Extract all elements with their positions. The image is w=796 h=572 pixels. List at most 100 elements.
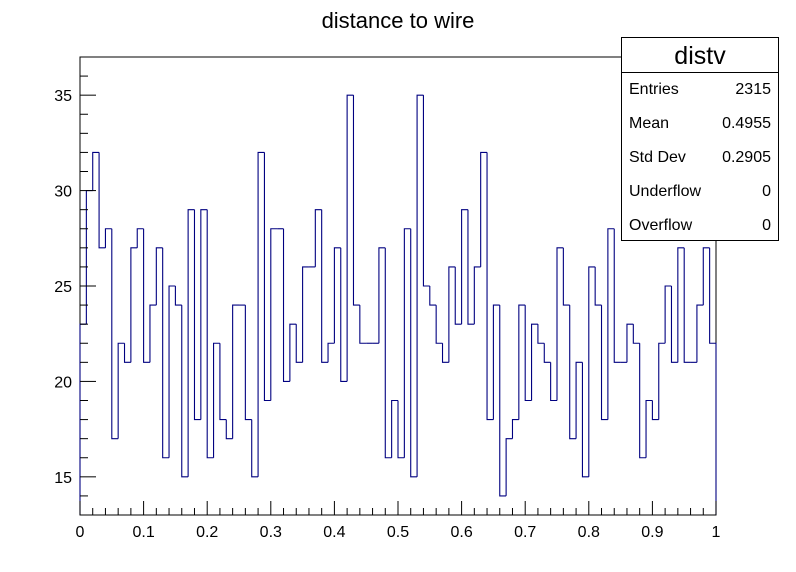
histogram-bar: [664, 285, 672, 344]
histogram-bar: [645, 399, 653, 458]
histogram-bar: [289, 323, 297, 382]
x-tick-label: 0: [76, 524, 85, 541]
histogram-bar: [473, 266, 481, 325]
histogram-bar: [104, 228, 112, 248]
x-tick-label: 0.4: [323, 524, 345, 541]
histogram-bar: [575, 361, 583, 439]
histogram-bar: [174, 286, 182, 306]
x-tick-label: 0.5: [387, 524, 409, 541]
histogram-bar: [416, 94, 424, 477]
histogram-bar: [92, 151, 100, 191]
histogram-bar: [378, 247, 386, 344]
histogram-bar: [441, 343, 449, 363]
histogram-bar: [295, 324, 303, 363]
histogram-bar: [524, 305, 532, 402]
histogram-bar: [232, 304, 239, 439]
x-tick-label: 0.9: [641, 524, 663, 541]
histogram-bar: [302, 266, 309, 363]
x-tick-label: 0.7: [514, 524, 536, 541]
histogram-bar: [702, 247, 710, 306]
stats-row-mean: Mean 0.4955: [622, 107, 778, 141]
histogram-bar: [282, 228, 290, 382]
y-tick-label: 20: [54, 374, 72, 391]
histogram-bar: [505, 438, 513, 496]
histogram-bar: [499, 305, 507, 497]
histogram-bar: [613, 228, 621, 363]
histogram-bar: [429, 286, 437, 306]
histogram-bar: [251, 419, 259, 478]
histogram-bar: [467, 209, 475, 325]
histogram-bar: [263, 152, 271, 402]
stats-label: Underflow: [629, 183, 702, 200]
histogram-bar: [98, 152, 106, 249]
histogram-bar: [531, 323, 538, 401]
histogram-bar: [670, 286, 678, 363]
histogram-bar: [130, 247, 138, 363]
histogram-bar: [225, 419, 233, 440]
histogram-bar: [206, 209, 214, 459]
histogram-bar: [651, 400, 659, 421]
histogram-bar: [696, 304, 704, 363]
histogram-bar: [607, 228, 615, 420]
histogram-bar: [543, 343, 551, 363]
histogram-bar: [632, 324, 640, 344]
y-tick-label: 25: [54, 279, 72, 296]
histogram-bar: [270, 228, 278, 401]
x-tick-label: 0.8: [578, 524, 600, 541]
histogram-bar: [117, 342, 125, 439]
histogram-bar: [162, 247, 170, 459]
stats-value: 0.4955: [722, 115, 771, 132]
x-tick-label: 0.3: [260, 524, 282, 541]
histogram-bar: [480, 151, 488, 267]
histogram-bar: [658, 342, 666, 420]
histogram-bar: [397, 400, 405, 459]
histogram-bar: [85, 190, 93, 325]
histogram-bar: [454, 266, 462, 325]
chart-title: distance to wire: [321, 8, 475, 33]
histogram-bar: [683, 247, 691, 363]
stats-row-overflow: Overflow 0: [622, 209, 778, 243]
histogram-bar: [562, 247, 570, 306]
histogram-bar: [448, 266, 456, 363]
histogram-bar: [391, 399, 398, 458]
histogram-bar: [333, 247, 341, 344]
histogram-bar: [600, 305, 608, 421]
histogram-bar: [340, 247, 348, 382]
histogram-bar: [321, 209, 329, 363]
histogram-bar: [537, 324, 545, 344]
histogram-bar: [550, 362, 557, 402]
stats-label: Entries: [629, 81, 679, 98]
histogram-bar: [492, 304, 500, 420]
histogram-bar: [486, 152, 494, 421]
histogram-bar: [461, 209, 468, 325]
histogram-bar: [626, 323, 634, 363]
histogram-bar: [422, 95, 430, 287]
stats-label: Overflow: [629, 217, 693, 234]
histogram-bar: [257, 151, 265, 477]
stats-value: 0.2905: [722, 149, 771, 166]
histogram-bar: [168, 285, 176, 458]
y-tick-label: 30: [54, 184, 72, 201]
histogram-bar: [518, 304, 526, 420]
histogram-bar: [569, 305, 577, 440]
stats-value: 2315: [735, 81, 771, 98]
histogram-bar: [149, 304, 157, 363]
stats-value: 0: [762, 217, 771, 234]
histogram-bar: [187, 209, 195, 477]
histogram-bar: [352, 95, 360, 306]
histogram-bar: [123, 343, 131, 363]
histogram-bar: [677, 247, 685, 363]
histogram-bar: [111, 228, 119, 440]
histogram-bar: [244, 305, 252, 421]
histogram-bar: [511, 419, 519, 439]
stats-row-underflow: Underflow 0: [622, 175, 778, 209]
x-tick-label: 0.2: [196, 524, 218, 541]
histogram-bar: [155, 247, 163, 306]
histogram-bar: [588, 266, 596, 477]
histogram-bar: [327, 342, 335, 363]
stats-row-entries: Entries 2315: [622, 73, 778, 107]
histogram-bar: [219, 343, 227, 421]
stats-value: 0: [762, 183, 771, 200]
histogram-bar: [143, 228, 150, 363]
